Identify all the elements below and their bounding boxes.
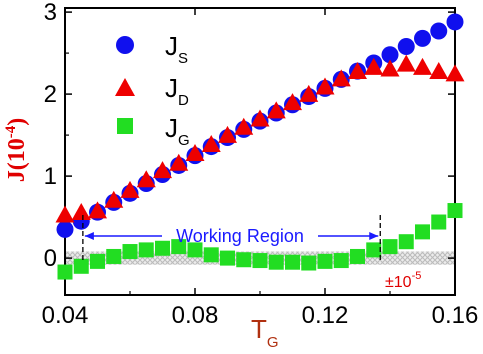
data-point-jg [268, 254, 284, 270]
y-axis-label: J(10-4) [3, 118, 30, 183]
data-point-jg [366, 242, 382, 258]
data-point-jd [429, 61, 449, 79]
legend-label-jg: JG [165, 113, 190, 149]
data-point-jg [171, 239, 187, 255]
working-region-label: Working Region [176, 226, 304, 246]
legend-marker-square [117, 118, 133, 134]
data-point-jg [220, 250, 235, 266]
data-point-jd [104, 190, 124, 208]
data-point-jd [169, 153, 189, 171]
y-tick-label: 2 [44, 81, 57, 108]
y-tick-label: 1 [44, 163, 57, 190]
y-tick-label: 0 [44, 245, 57, 272]
data-point-jd [120, 180, 140, 198]
data-point-jg [350, 248, 365, 264]
data-point-jd [218, 125, 237, 143]
working-region-arrowhead-right [369, 232, 379, 240]
data-point-jg [187, 242, 203, 258]
legend-label-js: JS [165, 31, 188, 67]
data-point-jd [201, 134, 221, 152]
data-point-jd [299, 84, 319, 102]
band-label-base: ±10 [385, 274, 412, 291]
data-point-js [446, 13, 464, 31]
x-tick-label: 0.16 [432, 302, 479, 329]
data-point-jg [431, 214, 447, 230]
legend-marker-triangle [115, 78, 135, 96]
data-point-jg [236, 252, 252, 268]
data-point-jd [71, 203, 91, 220]
data-point-js [56, 220, 74, 238]
data-point-jd [153, 161, 172, 179]
legend-label-jd: JD [165, 73, 189, 109]
data-point-jd [364, 57, 384, 75]
data-point-jg [333, 253, 349, 269]
data-point-jd [380, 59, 400, 77]
band-label: ±10-5 [385, 270, 421, 291]
data-point-jd [234, 117, 254, 135]
x-tick-label: 0.08 [172, 302, 219, 329]
data-point-jd [250, 109, 270, 127]
data-point-jd [136, 170, 156, 188]
data-point-js [430, 22, 448, 40]
data-point-jd [445, 64, 465, 82]
x-axis-label: TG [251, 314, 279, 351]
data-point-jd [185, 143, 205, 161]
data-point-js [397, 38, 415, 56]
data-point-jg [285, 254, 300, 270]
data-point-js [381, 46, 399, 64]
working-region-arrowhead-left [84, 232, 94, 240]
data-point-jg [138, 242, 154, 258]
data-point-jd [331, 69, 351, 87]
legend: JS JD JG [115, 31, 190, 149]
series-square [57, 203, 463, 280]
data-point-js [414, 29, 431, 47]
data-point-jg [447, 203, 463, 219]
x-tick-label: 0.12 [302, 302, 349, 329]
series-layer [55, 13, 465, 280]
data-point-jd [348, 61, 367, 79]
data-point-jg [122, 244, 138, 260]
data-point-jg [398, 234, 414, 250]
data-point-jg [301, 255, 317, 271]
data-point-jd [283, 93, 302, 111]
data-point-jg [252, 253, 268, 269]
data-point-jg [155, 240, 170, 256]
annotations: Working Region ±10-5 [82, 215, 421, 291]
data-point-jd [266, 101, 286, 119]
data-point-jg [415, 224, 430, 240]
data-point-jd [413, 57, 432, 75]
legend-marker-circle [116, 36, 134, 54]
x-tick-label: 0.04 [42, 302, 89, 329]
data-point-jd [315, 77, 335, 95]
data-point-jg [317, 253, 333, 269]
data-point-jd [55, 205, 75, 223]
data-point-jd [88, 201, 107, 219]
data-point-jg [106, 248, 122, 264]
y-tick-label: 3 [44, 0, 57, 26]
data-point-jg [203, 247, 219, 263]
data-point-jg [73, 258, 89, 274]
data-point-jg [57, 264, 73, 280]
axes: 0.04 0.08 0.12 0.16 0 1 2 3 [42, 0, 479, 329]
data-point-jg [90, 253, 105, 269]
data-point-jg [382, 239, 398, 255]
data-point-jd [396, 54, 416, 72]
series-triangle [55, 54, 465, 223]
band-label-exponent: -5 [412, 270, 422, 282]
